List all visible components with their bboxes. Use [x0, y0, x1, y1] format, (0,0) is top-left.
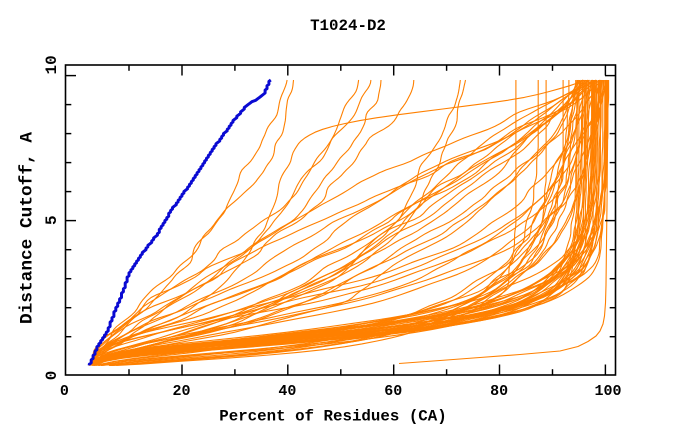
svg-text:Percent of Residues (CA): Percent of Residues (CA): [219, 408, 447, 426]
svg-text:40: 40: [278, 383, 296, 400]
svg-text:20: 20: [172, 383, 190, 400]
svg-text:0: 0: [43, 371, 61, 381]
svg-text:0: 0: [60, 383, 69, 400]
svg-text:10: 10: [43, 55, 61, 74]
svg-text:Distance Cutoff, A: Distance Cutoff, A: [18, 132, 38, 324]
svg-text:100: 100: [594, 383, 621, 400]
svg-text:60: 60: [384, 383, 402, 400]
svg-text:5: 5: [43, 215, 61, 225]
svg-text:T1024-D2: T1024-D2: [310, 17, 386, 35]
svg-text:80: 80: [490, 383, 508, 400]
